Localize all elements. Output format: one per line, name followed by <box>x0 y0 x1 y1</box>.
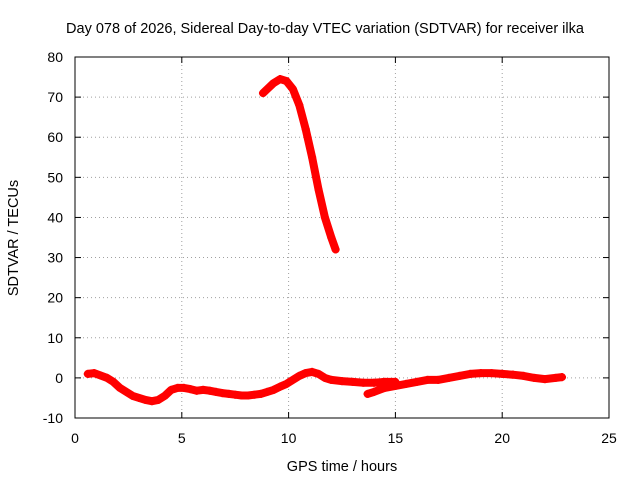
data-point <box>258 89 267 98</box>
data-point <box>167 385 176 394</box>
data-point <box>301 125 310 134</box>
data-point <box>338 377 346 386</box>
data-point <box>370 378 379 387</box>
data-point <box>263 85 272 94</box>
grid <box>75 57 609 418</box>
data-point <box>359 378 368 387</box>
data-point <box>154 395 163 404</box>
data-point <box>519 371 528 380</box>
data-point <box>103 373 112 382</box>
data-point <box>444 373 453 382</box>
data-point <box>115 383 124 392</box>
y-axis-label: SDTVAR / TECUs <box>6 180 22 296</box>
chart-title: Day 078 of 2026, Sidereal Day-to-day VTE… <box>66 21 585 37</box>
data-point <box>314 185 323 194</box>
y-tick-label: 40 <box>47 209 63 225</box>
data-point <box>90 369 99 378</box>
data-marks <box>83 75 567 406</box>
data-point <box>331 245 340 254</box>
data-point <box>370 387 379 396</box>
data-point <box>263 387 272 396</box>
y-tick-label: 50 <box>47 169 63 185</box>
data-point <box>205 386 214 395</box>
data-point <box>135 393 144 402</box>
data-point <box>348 377 357 386</box>
data-point <box>295 371 304 380</box>
x-tick-label: 20 <box>494 430 510 446</box>
data-point <box>256 389 265 398</box>
x-axis-label: GPS time / hours <box>287 459 397 475</box>
data-point <box>314 369 323 378</box>
x-tick-label: 25 <box>601 430 617 446</box>
data-point <box>308 153 317 162</box>
data-point <box>276 382 285 391</box>
data-point <box>282 77 291 86</box>
data-point <box>487 369 496 378</box>
y-tick-label: -10 <box>43 410 63 426</box>
x-tick-label: 10 <box>281 430 297 446</box>
data-point <box>412 377 421 386</box>
data-point <box>363 389 372 398</box>
data-point <box>109 377 118 386</box>
data-point <box>288 85 297 94</box>
data-point <box>160 391 169 400</box>
data-point <box>327 233 336 242</box>
y-tick-label: 30 <box>47 250 63 266</box>
data-point <box>423 375 432 384</box>
x-tick-label: 15 <box>388 430 404 446</box>
data-point <box>498 369 507 378</box>
data-point <box>320 373 329 382</box>
data-point <box>508 370 517 379</box>
data-point <box>466 369 475 378</box>
x-tick-label: 0 <box>71 430 79 446</box>
data-point <box>211 387 220 396</box>
data-point <box>327 375 336 384</box>
data-point <box>186 385 195 394</box>
y-tick-label: 0 <box>55 370 63 386</box>
data-point <box>295 101 304 110</box>
data-point <box>96 371 105 380</box>
data-point <box>269 79 278 88</box>
data-point <box>530 373 539 382</box>
data-point <box>308 367 317 376</box>
data-point <box>320 213 329 222</box>
data-point <box>276 75 285 84</box>
data-point <box>558 373 567 382</box>
data-point <box>128 391 137 400</box>
y-tick-label: 20 <box>47 290 63 306</box>
data-point <box>540 375 549 384</box>
data-point <box>391 381 400 390</box>
series-line <box>363 369 566 398</box>
data-point <box>269 385 278 394</box>
data-point <box>288 375 297 384</box>
data-point <box>434 375 443 384</box>
data-point <box>476 369 485 378</box>
data-point <box>282 379 291 388</box>
data-point <box>147 397 156 406</box>
data-point <box>179 383 188 392</box>
data-point <box>402 379 411 388</box>
data-point <box>141 395 150 404</box>
data-point <box>380 383 389 392</box>
y-tick-label: 70 <box>47 89 63 105</box>
data-point <box>122 387 131 396</box>
ticks: 0 5 10 15 20 25 -10 0 10 20 30 40 50 60 70 80 <box>43 49 617 446</box>
y-tick-label: 80 <box>47 49 63 65</box>
x-tick-label: 5 <box>178 430 186 446</box>
y-tick-label: 60 <box>47 129 63 145</box>
y-tick-label: 10 <box>47 330 63 346</box>
data-point <box>301 369 310 378</box>
data-point <box>455 371 464 380</box>
plot-frame <box>74 56 610 419</box>
